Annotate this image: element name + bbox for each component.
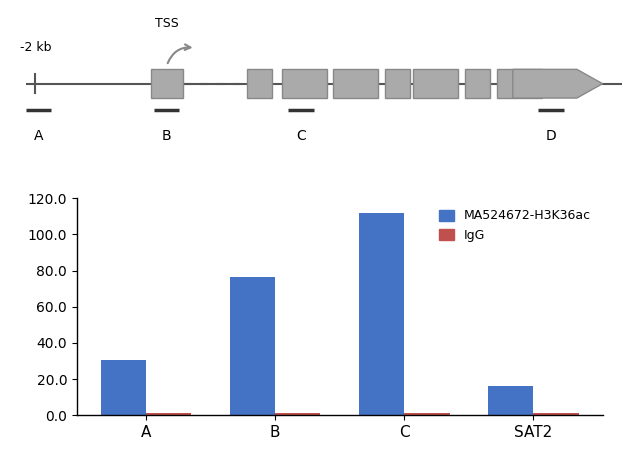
Bar	[497, 69, 542, 98]
Text: A: A	[34, 129, 43, 143]
Bar	[333, 69, 378, 98]
Text: ACTB: ACTB	[294, 0, 347, 1]
Bar	[413, 69, 458, 98]
Bar	[282, 69, 327, 98]
Bar	[247, 69, 272, 98]
Bar	[359, 213, 404, 415]
Text: D: D	[546, 129, 556, 143]
Text: TSS: TSS	[154, 17, 179, 30]
Legend: MA524672-H3K36ac, IgG: MA524672-H3K36ac, IgG	[434, 204, 596, 247]
Bar	[465, 69, 490, 98]
Bar	[230, 277, 275, 415]
Text: C: C	[296, 129, 306, 143]
Bar	[151, 69, 183, 98]
Bar	[101, 360, 146, 415]
Bar	[385, 69, 410, 98]
Polygon shape	[513, 69, 603, 98]
Bar	[146, 413, 191, 415]
Bar	[488, 387, 533, 415]
Bar	[533, 413, 579, 415]
Text: -2 kb: -2 kb	[19, 41, 51, 54]
Bar	[404, 413, 449, 415]
Text: B: B	[162, 129, 172, 143]
Bar	[275, 413, 320, 415]
